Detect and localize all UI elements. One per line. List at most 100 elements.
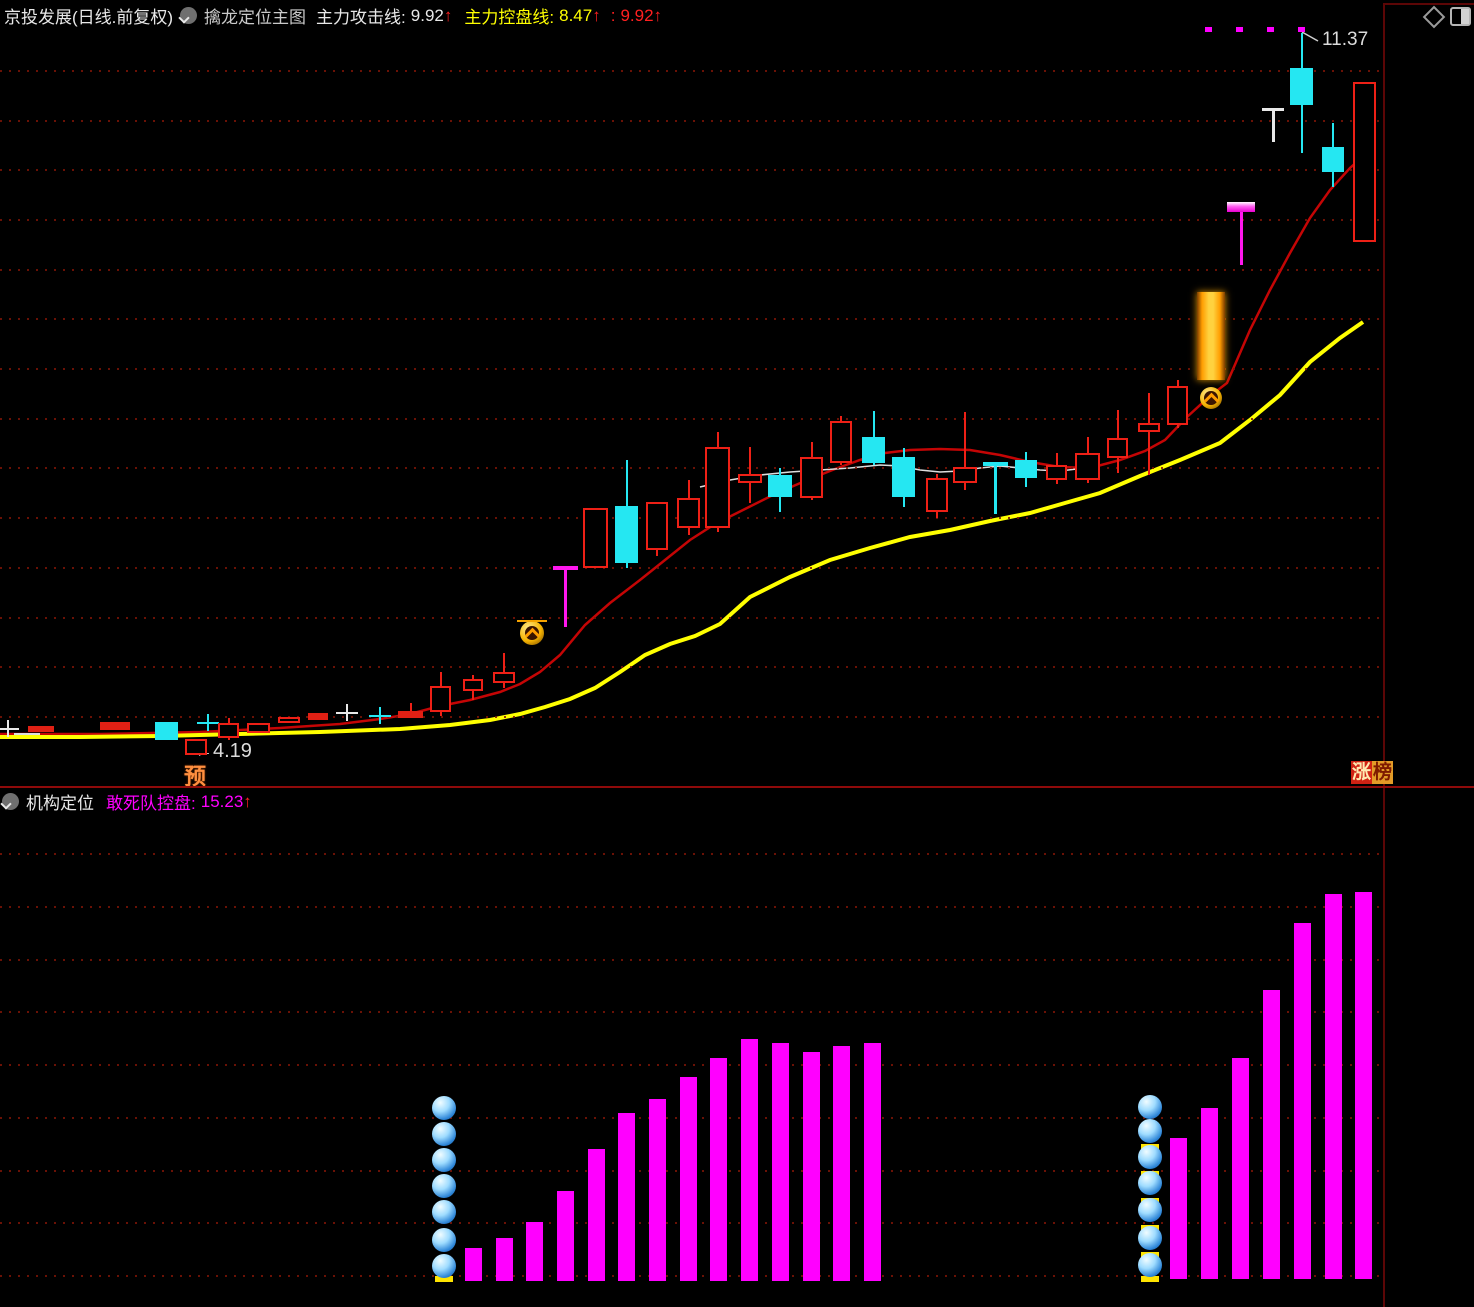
candle-tbar: [983, 462, 1008, 466]
blue-sphere-icon: [432, 1200, 456, 1224]
sub-panel-bar: [1232, 1058, 1249, 1279]
candle-body-bull: [677, 498, 700, 528]
sub-gridline: [0, 853, 1383, 855]
rank-tag-char1: 涨: [1351, 761, 1373, 784]
sphere-column-tick: [1141, 1276, 1159, 1282]
candle-body-bull: [1138, 423, 1160, 432]
main-gridline: [0, 418, 1383, 420]
candle-orange-signal: [1197, 292, 1225, 380]
sub-gridline: [0, 906, 1383, 908]
blue-sphere-icon: [1138, 1198, 1162, 1222]
sub-gridline: [0, 1064, 1383, 1066]
sub-panel-bar: [618, 1113, 635, 1281]
high-price-label: 11.37: [1322, 29, 1369, 50]
main-gridline: [0, 70, 1383, 72]
main-gridline: [0, 467, 1383, 469]
blue-sphere-icon: [1138, 1253, 1162, 1277]
candle-body-bull: [430, 686, 451, 712]
control-line-value: 8.47: [559, 5, 593, 25]
candle-body-bull: [218, 723, 239, 738]
main-gridline: [0, 219, 1383, 221]
candle-wick: [964, 412, 966, 490]
sub-panel-bar: [1201, 1108, 1218, 1279]
candle-body-small: [308, 713, 328, 720]
candle-wick: [503, 653, 505, 688]
candle-tbar: [1262, 108, 1284, 111]
rank-tag-char2: 榜: [1372, 761, 1394, 784]
candle-body-bear: [768, 475, 792, 497]
sub-value: 15.23: [200, 791, 244, 811]
candle-wick: [1148, 393, 1150, 475]
candle-body-bull: [583, 508, 608, 568]
top-frame-line: [1384, 3, 1474, 5]
main-gridline: [0, 269, 1383, 271]
sub-gridline: [0, 1011, 1383, 1013]
candle-wick: [409, 703, 412, 718]
candle-body-bull: [953, 467, 977, 483]
blue-sphere-icon: [432, 1096, 456, 1120]
gold-signal-dash: [517, 620, 547, 622]
sub-panel-bar: [1355, 892, 1372, 1279]
collapse-badge[interactable]: [0, 793, 19, 810]
candle-body-bear: [1290, 68, 1313, 105]
candle-body-bull: [247, 723, 270, 733]
main-chart-header: 京投发展(日线.前复权) 擒龙定位主图 主力攻击线: 9.92 ↑ 主力控盘线:…: [4, 3, 662, 28]
blue-sphere-icon: [1138, 1119, 1162, 1143]
split-window-icon[interactable]: [1450, 7, 1471, 26]
indicator-name: 擒龙定位主图: [204, 8, 307, 27]
blue-sphere-icon: [432, 1122, 456, 1146]
candle-tbar-stem: [1239, 212, 1243, 265]
chevron-up-icon: [1203, 392, 1219, 408]
main-gridline: [0, 169, 1383, 171]
candle-body-bull: [830, 421, 852, 463]
sub-panel-bar: [1325, 894, 1342, 1279]
control-up-arrow: ↑: [592, 5, 601, 25]
chevron-down-icon: [0, 798, 12, 810]
extra-value: 9.92: [620, 5, 654, 25]
candle-body-bear: [1015, 460, 1037, 478]
sub-panel-bar: [803, 1052, 820, 1281]
main-gridline: [0, 318, 1383, 320]
candle-body-bear: [862, 437, 885, 463]
rank-tag[interactable]: 涨 榜: [1351, 761, 1394, 784]
candle-body-bull: [926, 478, 948, 512]
low-price-label: ←4.19: [193, 740, 252, 762]
panel-separator: [0, 786, 1474, 788]
candle-body-bull: [705, 447, 730, 528]
main-gridline: [0, 666, 1383, 668]
control-line: [0, 320, 1365, 739]
candle-cross: [207, 714, 209, 731]
candle-body-bull: [493, 672, 515, 683]
main-gridline: [0, 567, 1383, 569]
candle-cross: [0, 728, 19, 730]
sub-panel-bar: [864, 1043, 881, 1281]
sub-panel-bar: [833, 1046, 850, 1281]
sub-panel-bar: [557, 1191, 574, 1281]
candle-body-small: [28, 726, 54, 732]
sub-panel-bar: [649, 1099, 666, 1281]
sub-panel-bar: [680, 1077, 697, 1281]
sub-panel-bar: [588, 1149, 605, 1281]
candle-body-bear: [1322, 147, 1344, 172]
high-price-arrow: [1301, 31, 1319, 42]
sub-panel-header: 机构定位 敢死队控盘: 15.23 ↑: [0, 789, 252, 814]
candle-body-bear: [155, 722, 178, 740]
forecast-tag[interactable]: 预: [184, 764, 207, 789]
candle-tbar-stem: [564, 570, 567, 627]
sub-indicator-name: 机构定位: [26, 794, 94, 813]
blue-sphere-icon: [1138, 1095, 1162, 1119]
gold-signal-inner: [524, 625, 540, 643]
candle-body-bull: [1107, 438, 1128, 458]
main-gridline: [0, 120, 1383, 122]
candle-cross: [7, 720, 9, 737]
sub-panel-bar: [710, 1058, 727, 1281]
collapse-badge[interactable]: [178, 7, 198, 24]
candle-tbar-stem: [994, 466, 997, 514]
attack-line: [0, 151, 1369, 736]
candle-body-small: [100, 722, 130, 730]
attack-up-arrow: ↑: [443, 5, 453, 25]
candle-body-bull: [646, 502, 668, 550]
main-gridline: [0, 368, 1383, 370]
